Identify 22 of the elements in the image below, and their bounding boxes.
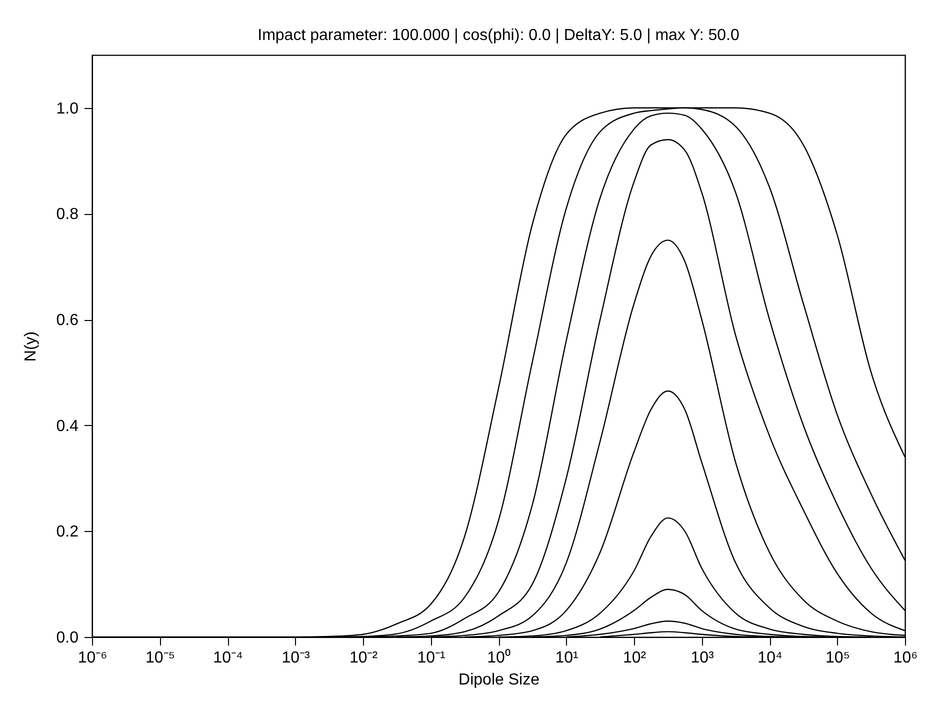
x-tick-label: 10⁰ [487, 648, 511, 666]
y-tick-label: 0.4 [56, 418, 79, 435]
x-tick-label: 10⁻³ [282, 650, 310, 666]
y-axis-title: N(y) [22, 331, 40, 362]
x-axis-title: Dipole Size [458, 672, 540, 688]
x-tick-label: 10⁵ [826, 650, 850, 666]
x-tick-label: 10¹ [555, 650, 578, 666]
x-tick-label: 10⁻² [349, 650, 378, 666]
x-tick-label: 10⁻¹ [417, 650, 446, 666]
x-tick-label: 10² [622, 650, 647, 666]
x-tick-label: 10³ [690, 650, 714, 666]
y-tick-label: 1.0 [56, 100, 79, 118]
y-tick-label: 0.6 [56, 312, 79, 330]
x-tick-label: 10⁻⁵ [146, 650, 175, 666]
chart-title: Impact parameter: 100.000 | cos(phi): 0.0 | DeltaY: 5.0 | max Y: 50.0 [258, 27, 740, 44]
x-tick-label: 10⁶ [893, 650, 918, 666]
x-tick-label: 10⁻⁶ [78, 650, 108, 666]
y-tick-label: 0.8 [56, 206, 79, 224]
y-tick-label: 0.2 [56, 524, 79, 541]
y-tick-label: 0.0 [56, 630, 79, 646]
x-tick-label: 10⁴ [758, 650, 782, 666]
x-tick-label: 10⁻⁴ [213, 650, 243, 666]
